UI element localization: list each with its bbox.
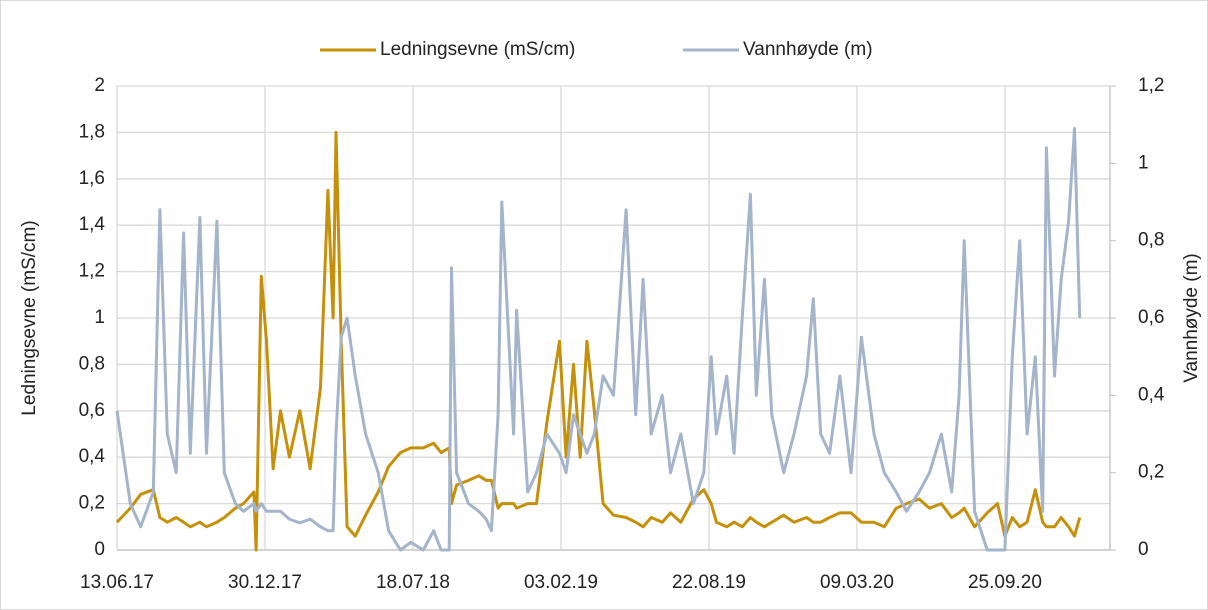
y2-tick-label: 0,4: [1138, 384, 1165, 405]
y-tick-label: 0,2: [79, 493, 105, 514]
series-line: [115, 130, 1082, 552]
y-tick-label: 1,6: [79, 168, 105, 189]
x-tick-label: 30.12.17: [228, 572, 302, 593]
y-axis-title: Ledningsevne (mS/cm): [19, 220, 40, 415]
legend-label: Vannhøyde (m): [743, 39, 873, 60]
series-line: [115, 127, 1082, 552]
y2-axis-title: Vannhøyde (m): [1181, 253, 1202, 383]
y2-tick-label: 1,2: [1138, 75, 1164, 96]
y2-tick-label: 0: [1138, 539, 1149, 560]
legend-label: Ledningsevne (mS/cm): [380, 39, 575, 60]
x-tick-label: 03.02.19: [524, 572, 598, 593]
y-tick-label: 1,8: [79, 121, 105, 142]
y2-tick-label: 0,6: [1138, 307, 1164, 328]
y-tick-label: 0,8: [79, 353, 105, 374]
x-tick-label: 13.06.17: [80, 572, 154, 593]
x-tick-label: 22.08.19: [672, 572, 746, 593]
y-tick-label: 0,6: [79, 400, 105, 421]
y2-tick-label: 0,2: [1138, 462, 1164, 483]
y-tick-label: 0,4: [79, 446, 106, 467]
y-tick-label: 2: [94, 75, 105, 96]
y-tick-label: 1: [94, 307, 105, 328]
x-tick-label: 09.03.20: [820, 572, 894, 593]
y-tick-label: 1,2: [79, 261, 105, 282]
x-tick-label: 18.07.18: [376, 572, 450, 593]
y2-tick-label: 0,8: [1138, 230, 1164, 251]
y-tick-label: 1,4: [79, 214, 106, 235]
x-tick-label: 25.09.20: [968, 572, 1042, 593]
y2-tick-label: 1: [1138, 152, 1149, 173]
y-tick-label: 0: [94, 539, 105, 560]
